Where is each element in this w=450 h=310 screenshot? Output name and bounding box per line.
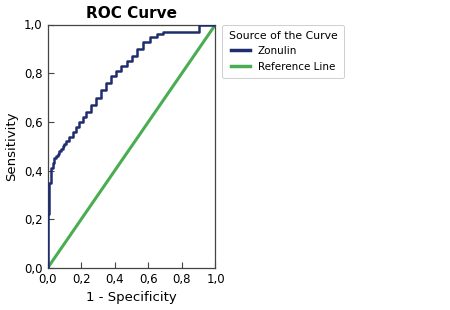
Title: ROC Curve: ROC Curve	[86, 6, 177, 20]
Y-axis label: Sensitivity: Sensitivity	[5, 112, 18, 181]
Legend: Zonulin, Reference Line: Zonulin, Reference Line	[222, 25, 344, 78]
X-axis label: 1 - Specificity: 1 - Specificity	[86, 291, 177, 304]
